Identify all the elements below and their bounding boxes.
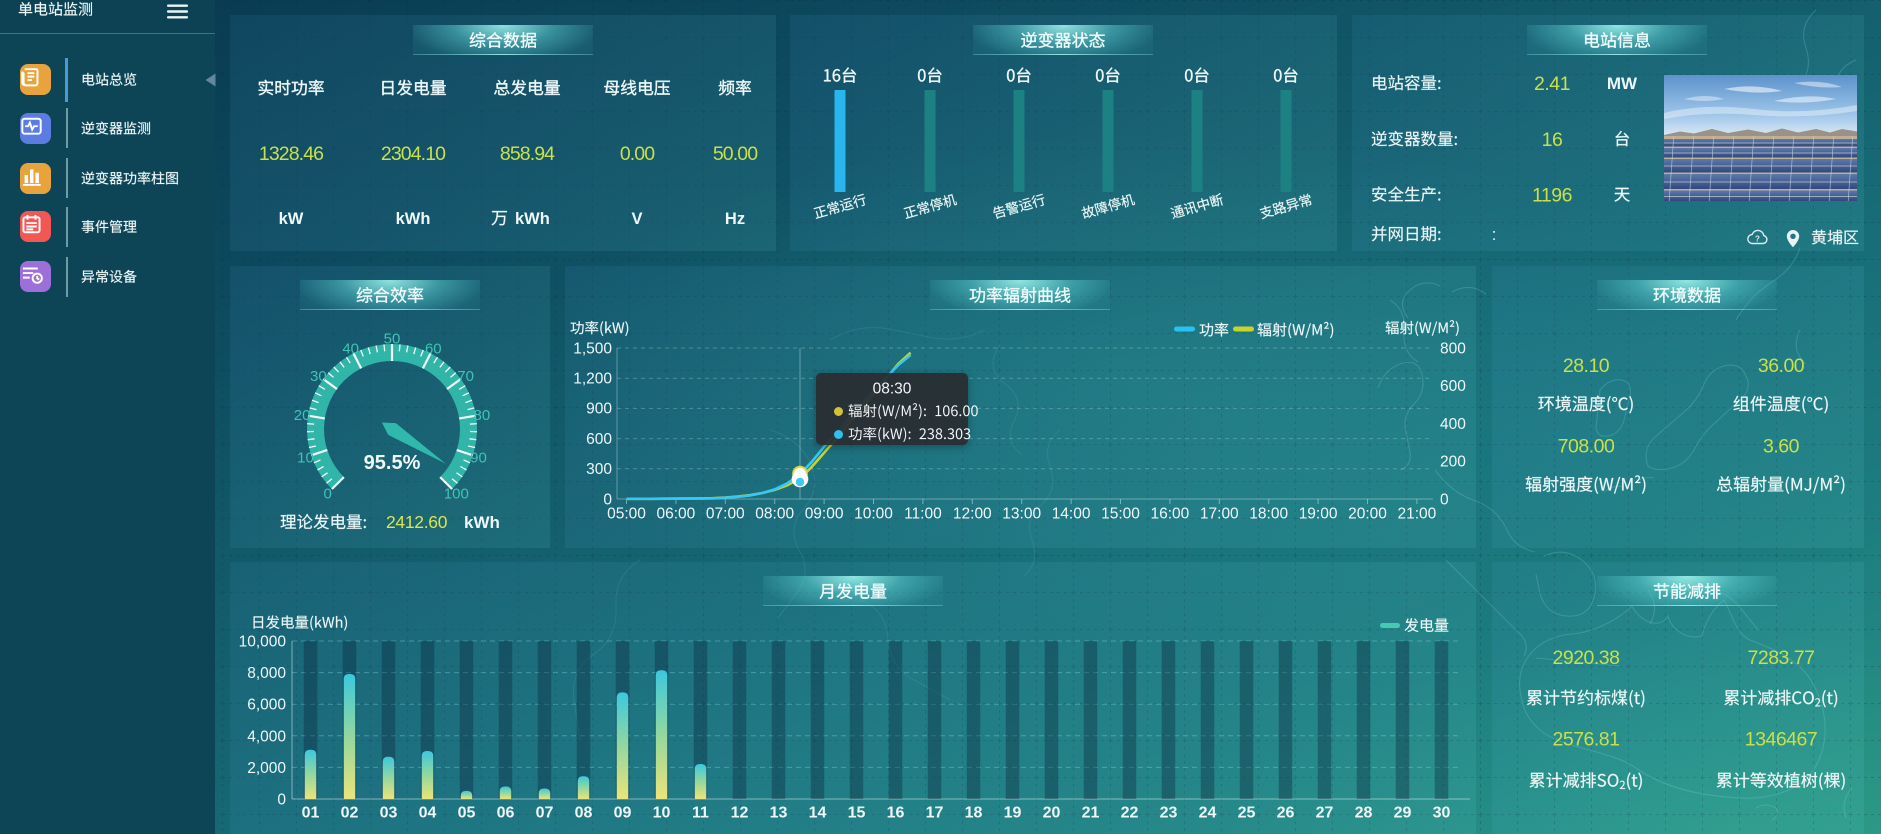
svg-text:?: ? bbox=[1755, 235, 1760, 244]
